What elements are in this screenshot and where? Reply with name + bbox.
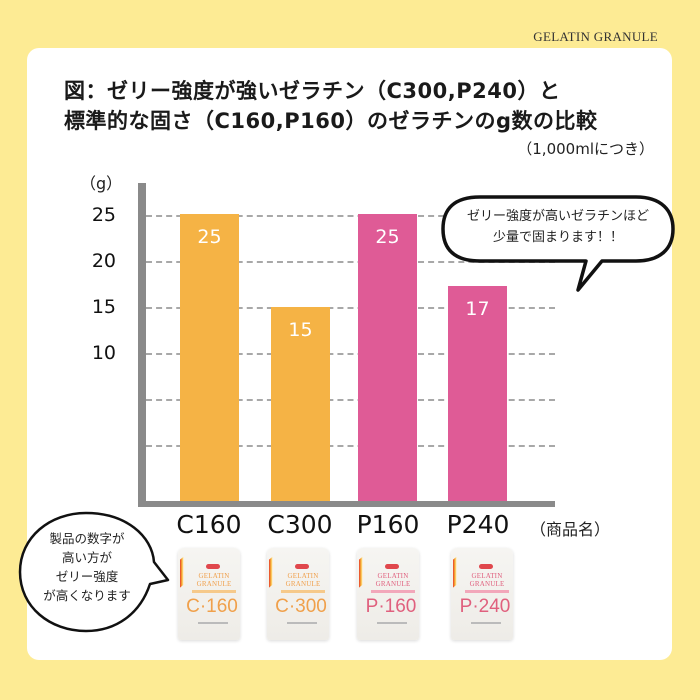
x-axis-unit: （商品名） [530,520,611,539]
bar-c300: 15 [271,307,330,502]
y-axis-line [138,183,146,507]
speech-bubble-right-icon [441,195,675,292]
callout-right: ゼリー強度が高いゼラチンほど 少量で固まります！！ [466,209,649,245]
gridline [146,353,555,355]
package-code: P·160 [365,596,417,617]
package-code: C·300 [275,596,327,617]
package-stripe-icon [453,556,457,588]
bar-value-label: 25 [375,226,400,248]
product-image-c160: GELATIN GRANULE C·160 [178,548,240,640]
gridline [146,445,555,447]
chart-title-line2: 標準的な固さ（C160,P160）のゼラチンのg数の比較 [64,109,598,133]
y-tick-15: 15 [91,296,116,318]
y-tick-10: 10 [91,342,116,364]
brand-logo-icon [295,564,309,569]
package-brand: GELATIN GRANULE [285,572,321,588]
brand-logo-icon [385,564,399,569]
package-brand: GELATIN GRANULE [469,572,505,588]
y-tick-20: 20 [91,250,116,272]
package-code: P·240 [459,596,511,617]
package-brand: GELATIN GRANULE [196,572,232,588]
bar-value-label: 15 [288,319,313,341]
x-label-p160: P160 [356,510,420,539]
chart-title-line1: 図：ゼリー強度が強いゼラチン（C300,P240）と [64,79,561,103]
product-image-c300: GELATIN GRANULE C·300 [267,548,329,640]
package-code: C·160 [186,596,238,617]
x-axis-line [138,501,555,507]
bar-c160: 25 [180,214,239,502]
gridline [146,215,555,217]
brand-logo-icon [206,564,220,569]
brand-logo-icon [479,564,493,569]
brand-title: GELATIN GRANULE [533,29,658,44]
chart-subtitle: （1,000mlにつき） [517,140,654,158]
callout-left: 製品の数字が 高い方が ゼリー強度 が高くなります [43,531,131,603]
package-stripe-icon [269,556,273,588]
x-label-p240: P240 [446,510,510,539]
package-stripe-icon [180,556,184,588]
speech-bubble-left-icon [18,511,170,633]
gridline [146,399,555,401]
gridline [146,307,555,309]
product-image-p160: GELATIN GRANULE P·160 [357,548,419,640]
bar-p240: 17 [448,286,507,502]
x-label-c160: C160 [176,510,242,539]
gridline [146,261,555,263]
bar-value-label: 17 [465,298,490,320]
y-tick-25: 25 [91,204,116,226]
bar-value-label: 25 [197,226,222,248]
y-axis-unit: （g） [80,174,123,193]
package-brand: GELATIN GRANULE [375,572,411,588]
chart-title: 図：ゼリー強度が強いゼラチン（C300,P240）と 標準的な固さ（C160,P… [64,76,597,136]
x-label-c300: C300 [267,510,333,539]
package-stripe-icon [359,556,363,588]
bar-p160: 25 [358,214,417,502]
product-image-p240: GELATIN GRANULE P·240 [451,548,513,640]
